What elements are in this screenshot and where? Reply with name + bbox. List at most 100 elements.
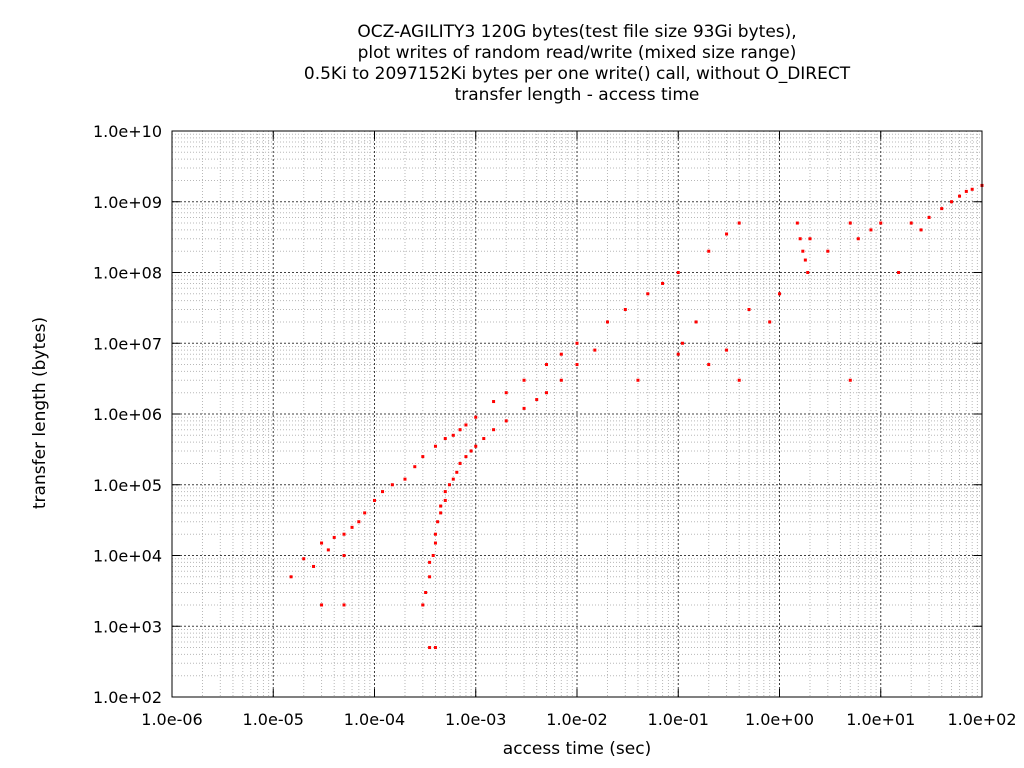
data-point [464, 423, 468, 427]
data-point [455, 470, 459, 474]
y-axis-title: transfer length (bytes) [30, 316, 50, 510]
axis-ticks: 1.0e-06 1.0e-05 1.0e-04 1.0e-03 1.0e-02 1.0e-… [93, 122, 1017, 729]
data-point [403, 477, 407, 481]
data-point [451, 477, 455, 481]
data-point [879, 221, 883, 225]
data-point [421, 603, 425, 607]
y-tick-label: 1.0e+08 [93, 264, 162, 283]
data-point [646, 292, 650, 296]
data-point [737, 221, 741, 225]
x-tick-label: 1.0e+00 [745, 710, 814, 729]
data-point [464, 455, 468, 459]
data-point [439, 511, 443, 515]
data-point [373, 498, 376, 502]
data-point [801, 249, 805, 253]
data-point [545, 391, 549, 395]
x-axis-title: access time (sec) [502, 739, 652, 759]
chart-title-line-1: OCZ-AGILITY3 120G bytes(test file size 9… [357, 22, 797, 42]
data-point [623, 307, 627, 311]
data-point [559, 352, 563, 356]
y-tick-label: 1.0e+06 [93, 405, 162, 424]
chart-title-line-4: transfer length - access time [454, 85, 700, 105]
y-tick-label: 1.0e+04 [93, 547, 162, 566]
data-point [443, 437, 447, 441]
data-point [342, 554, 346, 557]
data-point [431, 554, 435, 557]
data-point [795, 221, 799, 225]
data-point [676, 352, 680, 356]
data-point [482, 437, 486, 441]
data-point [680, 341, 684, 345]
y-tick-label: 1.0e+09 [93, 193, 162, 212]
data-point [390, 483, 394, 487]
data-point [856, 237, 860, 241]
data-point [433, 444, 437, 448]
data-point [707, 363, 711, 367]
data-point [451, 433, 455, 437]
data-point [707, 249, 711, 253]
data-point [803, 258, 807, 262]
data-point [332, 535, 336, 539]
data-point [575, 363, 579, 367]
data-point [428, 646, 432, 650]
data-point [806, 271, 810, 274]
data-point [413, 465, 417, 469]
data-point [320, 541, 324, 545]
data-point [342, 532, 346, 536]
data-point [436, 520, 440, 524]
data-point [869, 228, 873, 232]
data-point [433, 532, 437, 536]
data-point [428, 575, 432, 579]
data-point [522, 406, 526, 410]
data-point [302, 557, 306, 561]
data-point [469, 449, 473, 453]
data-point [919, 228, 923, 232]
data-point [289, 575, 293, 579]
data-point [350, 525, 354, 529]
data-point [428, 560, 432, 564]
data-point [424, 590, 428, 594]
data-point [768, 320, 772, 324]
y-tick-label: 1.0e+03 [93, 617, 162, 636]
x-tick-label: 1.0e-06 [141, 710, 202, 729]
data-point [458, 428, 462, 432]
x-tick-label: 1.0e-03 [445, 710, 506, 729]
chart-title-line-2: plot writes of random read/write (mixed … [357, 43, 797, 63]
data-point [897, 271, 901, 274]
data-point [504, 391, 508, 395]
data-point [559, 378, 563, 382]
y-tick-label: 1.0e+05 [93, 476, 162, 495]
data-point [958, 194, 962, 198]
data-point [357, 520, 361, 524]
data-point [826, 249, 830, 253]
data-point [575, 341, 579, 345]
data-point [798, 237, 802, 241]
x-tick-label: 1.0e-04 [344, 710, 405, 729]
y-tick-label: 1.0e+10 [93, 122, 162, 141]
data-point [443, 490, 447, 494]
data-point [737, 378, 741, 382]
data-point [694, 320, 698, 324]
data-point [661, 281, 665, 285]
data-point [970, 187, 974, 191]
data-point [443, 498, 447, 502]
data-point [950, 200, 954, 204]
data-point [725, 348, 729, 352]
data-point [676, 271, 680, 274]
data-point [605, 320, 609, 324]
data-point [326, 548, 330, 552]
data-point [808, 237, 812, 241]
data-point [522, 378, 526, 382]
x-tick-label: 1.0e-02 [546, 710, 607, 729]
x-tick-label: 1.0e+01 [846, 710, 915, 729]
data-point [320, 603, 324, 607]
data-point [927, 215, 931, 219]
data-point [363, 511, 367, 515]
chart-title-line-3: 0.5Ki to 2097152Ki bytes per one write()… [303, 64, 851, 84]
data-point [492, 400, 496, 404]
x-tick-label: 1.0e-01 [648, 710, 709, 729]
data-point [312, 564, 316, 568]
data-point [433, 646, 437, 650]
grid [171, 130, 983, 698]
